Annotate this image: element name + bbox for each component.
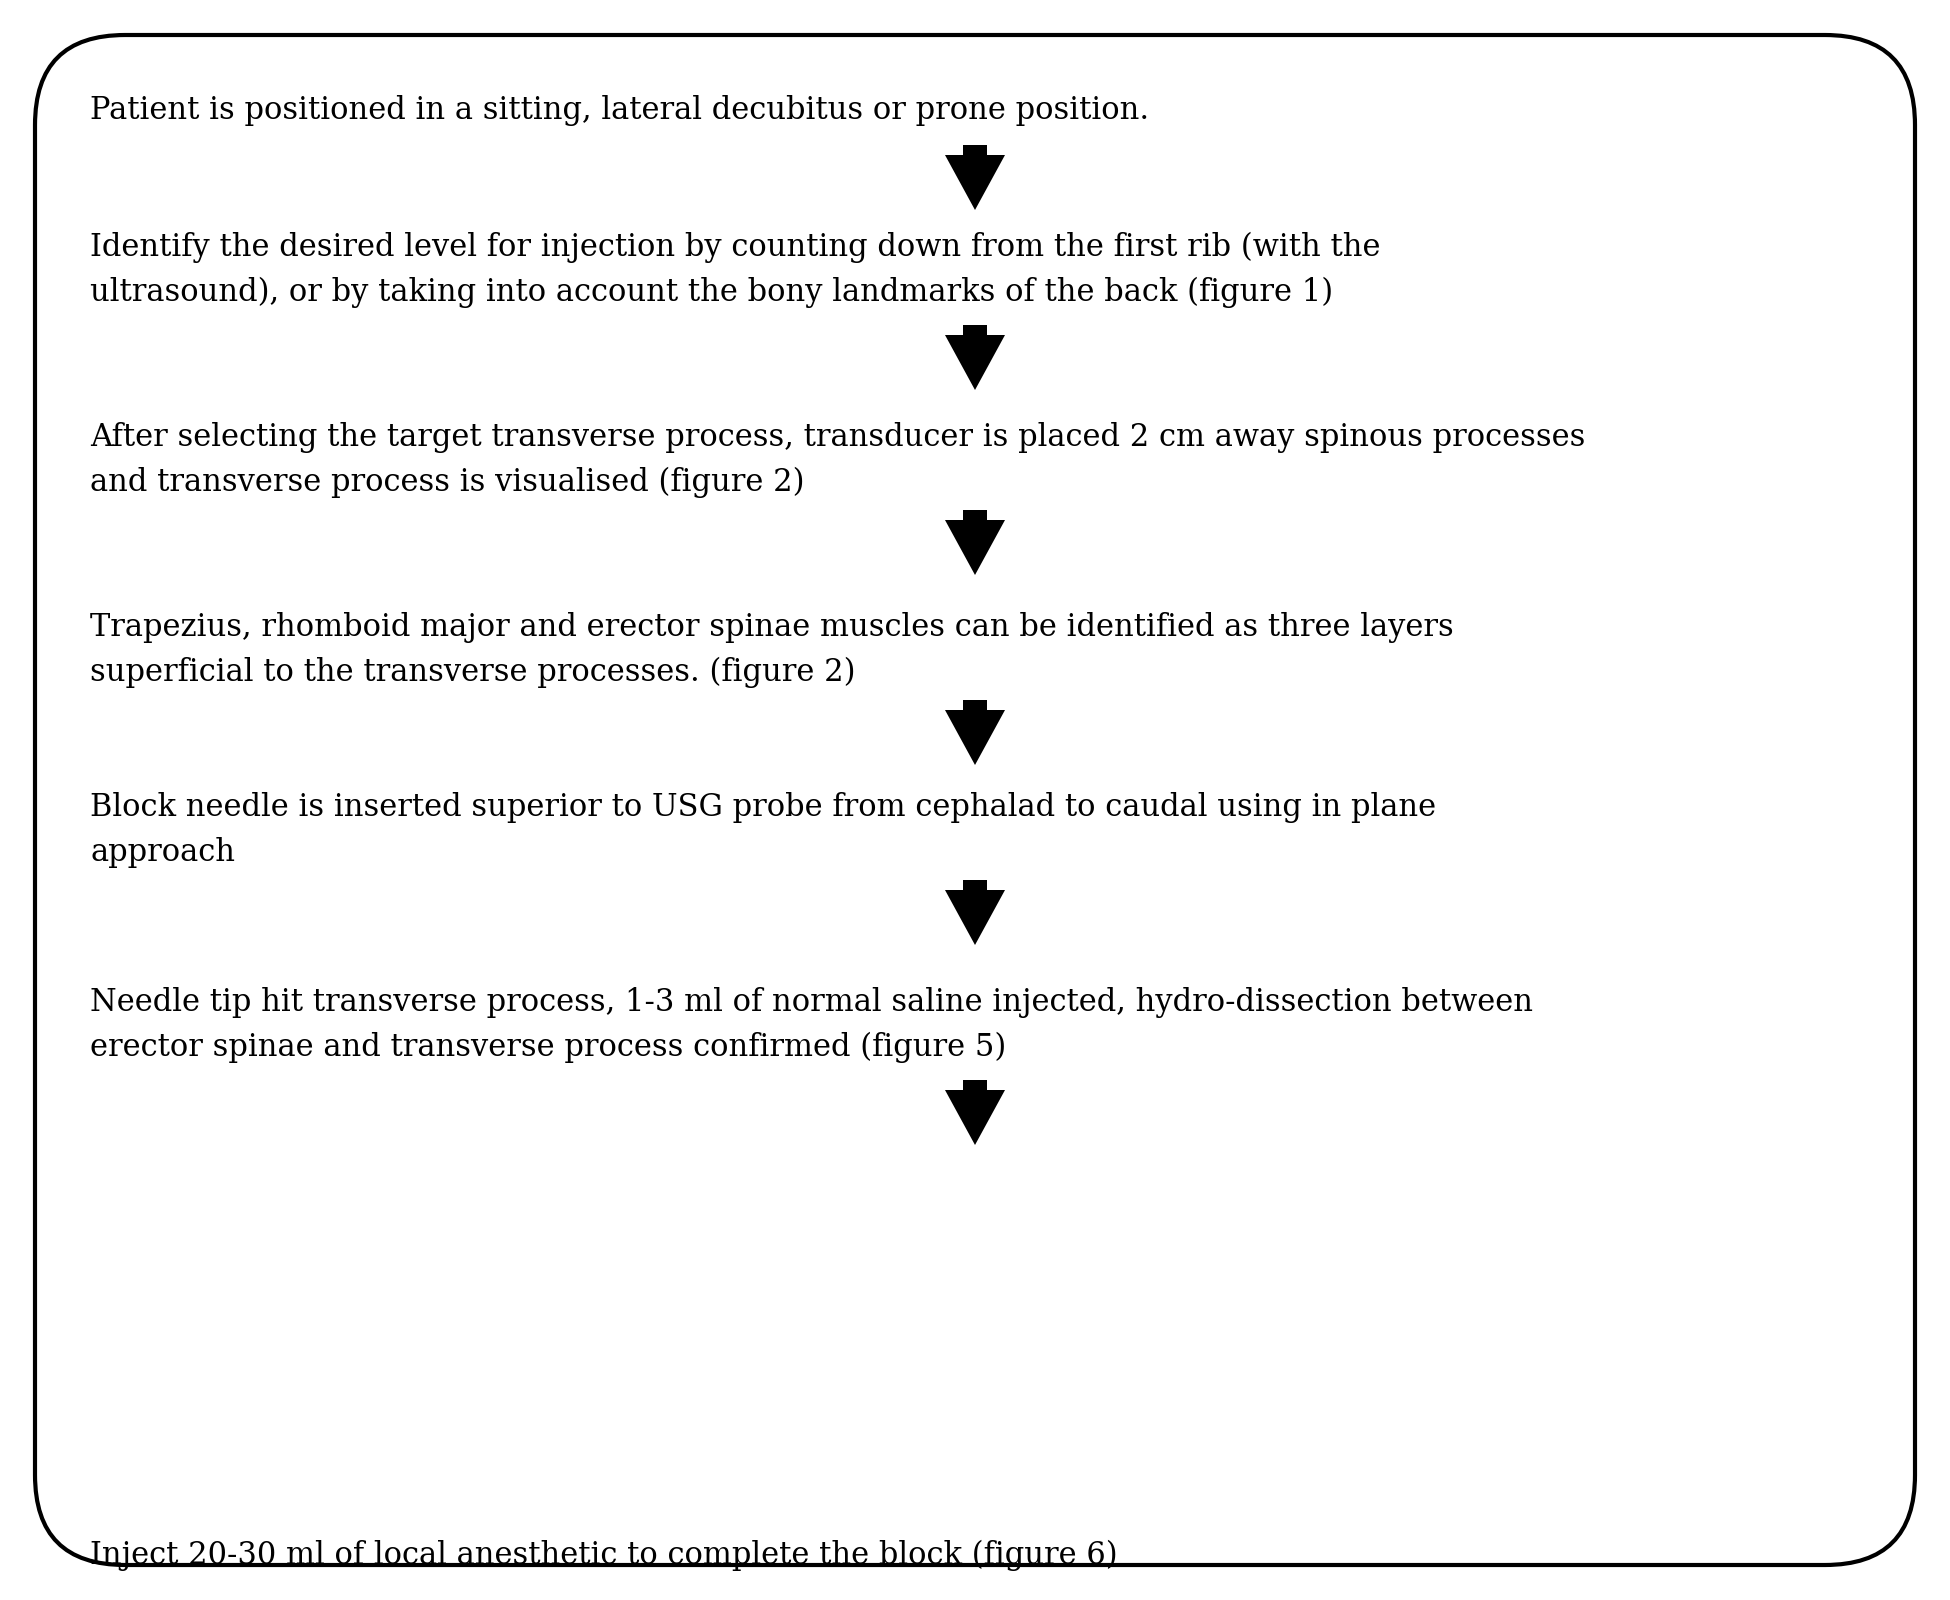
Text: Inject 20-30 ml of local anesthetic to complete the block (figure 6): Inject 20-30 ml of local anesthetic to c… xyxy=(90,1539,1117,1571)
Text: Trapezius, rhomboid major and erector spinae muscles can be identified as three : Trapezius, rhomboid major and erector sp… xyxy=(90,611,1455,688)
Text: Needle tip hit transverse process, 1-3 ml of normal saline injected, hydro-disse: Needle tip hit transverse process, 1-3 m… xyxy=(90,987,1533,1064)
Text: Patient is positioned in a sitting, lateral decubitus or prone position.: Patient is positioned in a sitting, late… xyxy=(90,94,1149,125)
Text: Block needle is inserted superior to USG probe from cephalad to caudal using in : Block needle is inserted superior to USG… xyxy=(90,792,1435,869)
Text: Identify the desired level for injection by counting down from the first rib (wi: Identify the desired level for injection… xyxy=(90,232,1381,309)
Polygon shape xyxy=(946,880,1004,946)
Polygon shape xyxy=(946,701,1004,765)
Polygon shape xyxy=(946,325,1004,390)
Polygon shape xyxy=(946,510,1004,574)
Text: After selecting the target transverse process, transducer is placed 2 cm away sp: After selecting the target transverse pr… xyxy=(90,422,1585,498)
Polygon shape xyxy=(946,146,1004,210)
Polygon shape xyxy=(946,1080,1004,1146)
FancyBboxPatch shape xyxy=(35,35,1915,1565)
